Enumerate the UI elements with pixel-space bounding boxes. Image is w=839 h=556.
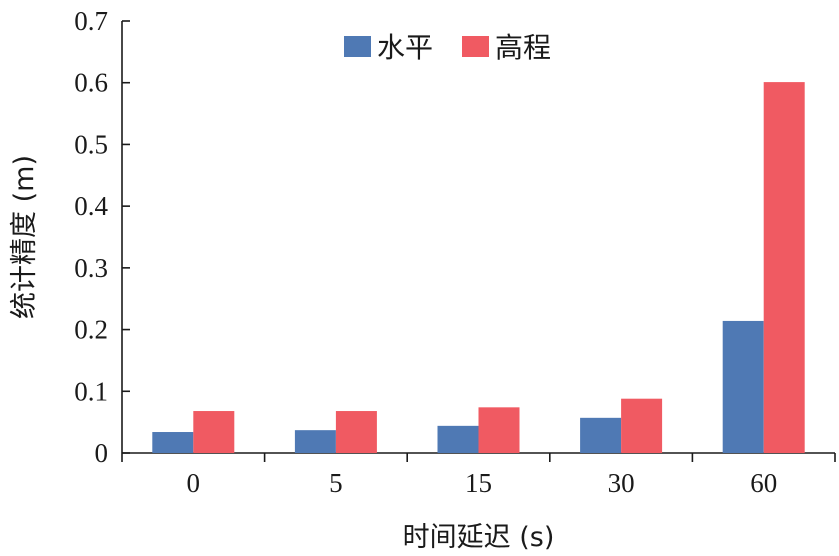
y-tick-label: 0.4 <box>74 191 108 221</box>
y-tick-label: 0 <box>95 438 109 468</box>
y-axis: 0 0.1 0.2 0.3 0.4 0.5 0.6 0.7 <box>74 6 130 468</box>
y-tick-label: 0.3 <box>74 253 108 283</box>
y-tick-label: 0.1 <box>74 376 108 406</box>
x-axis-title: 时间延迟 (s) <box>403 522 555 553</box>
x-tick-label: 30 <box>608 468 635 498</box>
bar-elevation-0 <box>193 411 235 453</box>
legend: 水平 高程 <box>344 31 551 64</box>
x-tick-label: 5 <box>329 468 343 498</box>
y-tick-label: 0.7 <box>74 6 108 36</box>
bar-horizontal-5 <box>294 430 336 453</box>
y-tick-label: 0.5 <box>74 129 108 159</box>
bar-horizontal-30 <box>580 417 622 453</box>
legend-swatch <box>462 36 489 57</box>
bar-elevation-5 <box>335 411 377 453</box>
x-axis: 0 5 15 30 60 <box>121 452 836 498</box>
legend-swatch <box>344 36 371 57</box>
legend-label: 水平 <box>377 31 433 64</box>
y-axis-title: 统计精度 (m) <box>9 155 40 319</box>
bar-horizontal-0 <box>152 432 194 453</box>
x-tick-label: 0 <box>187 468 201 498</box>
legend-label: 高程 <box>495 31 551 64</box>
y-tick-label: 0.2 <box>74 315 108 345</box>
bar-elevation-15 <box>478 407 520 453</box>
bars <box>152 82 805 454</box>
bar-horizontal-60 <box>722 320 764 453</box>
x-tick-label: 15 <box>465 468 492 498</box>
bar-elevation-60 <box>763 82 805 454</box>
y-tick-label: 0.6 <box>74 68 108 98</box>
x-tick-label: 60 <box>750 468 777 498</box>
bar-horizontal-15 <box>437 425 479 453</box>
bar-elevation-30 <box>621 398 663 453</box>
